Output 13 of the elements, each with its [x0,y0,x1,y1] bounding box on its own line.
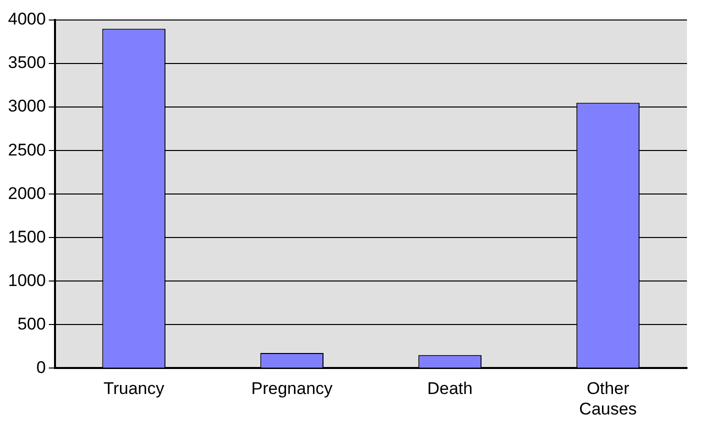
y-tick-label: 500 [17,314,46,334]
x-tick-label: Other Causes [579,379,637,418]
y-tick-label: 0 [36,358,46,377]
x-tick-label: Truancy [103,379,165,398]
y-tick-label: 2000 [8,184,46,203]
x-tick-label: Pregnancy [251,379,334,398]
y-tick-label: 1000 [8,270,46,290]
y-tick-label: 3000 [8,96,46,116]
x-tick-label: Death [427,379,473,398]
y-tick-label: 1500 [8,227,46,246]
y-tick-label: 4000 [8,10,46,29]
y-tick-label: 3500 [8,53,46,72]
y-tick-label: 2500 [8,140,46,160]
